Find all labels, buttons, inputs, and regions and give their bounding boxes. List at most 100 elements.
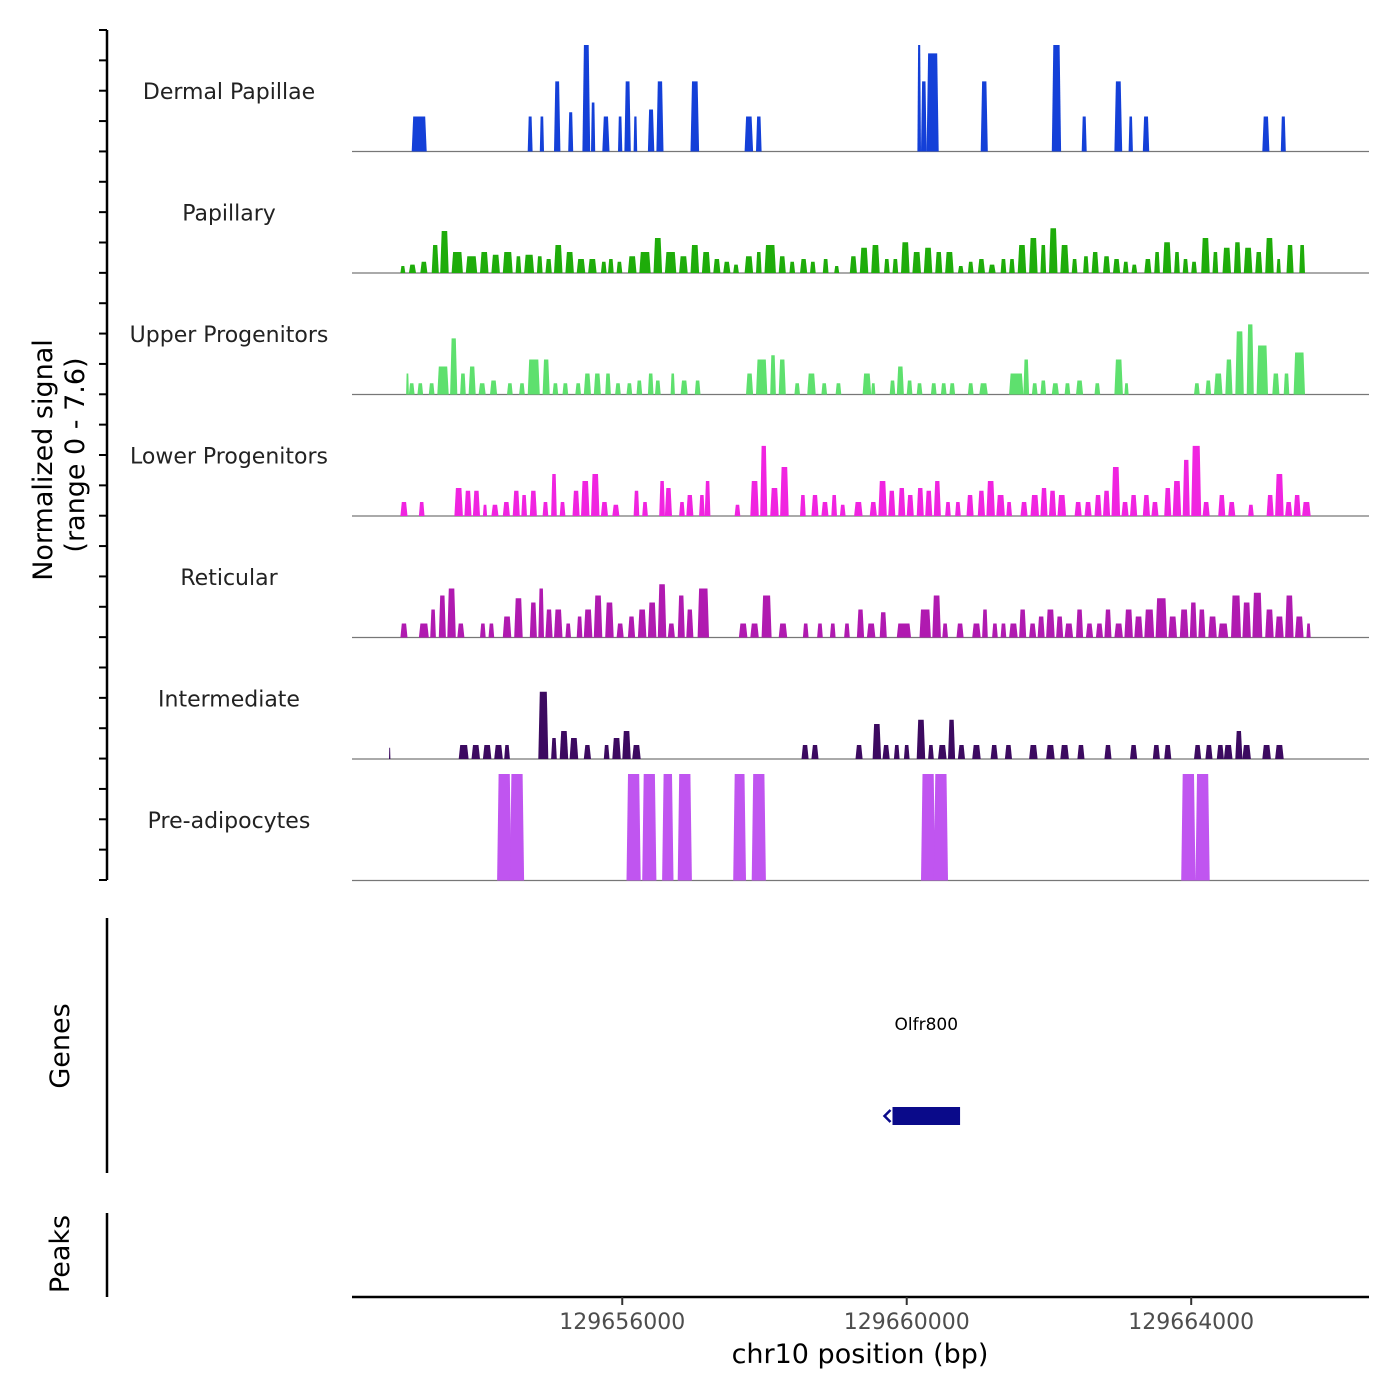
signal-peak [539,116,544,152]
signal-peak [761,595,772,638]
signal-peak [1154,252,1160,273]
signal-peak [502,502,510,516]
signal-peak [1266,495,1274,516]
signal-peak [1121,502,1129,516]
signal-peak [849,256,857,273]
signal-peak [1265,609,1274,638]
signal-peak [1023,359,1030,395]
signal-peak [834,266,840,273]
peaks-axis-title: Peaks [45,1215,76,1293]
signal-peak [1051,45,1062,152]
signal-peak [664,488,672,516]
signal-peak [928,745,934,759]
signal-peak [529,602,537,638]
signal-peak [938,745,947,759]
signal-peak [933,481,941,516]
signal-peak [507,383,513,395]
signal-peak [593,373,601,395]
signal-peak [821,383,828,395]
signal-peak [1299,245,1305,273]
signal-peak [583,373,591,395]
signal-peak [1233,242,1241,273]
gene-olfr800: Olfr800 [882,1015,961,1125]
signal-peak [713,259,721,273]
signal-peak [1037,616,1045,638]
signal-peak [1114,81,1123,152]
signal-peak [817,623,823,638]
signal-peak [615,383,621,395]
signal-peak [1091,252,1099,273]
signal-peak [430,609,436,638]
signal-peak [1218,495,1226,516]
signal-peak [972,623,981,638]
signal-peak [600,261,607,273]
signal-peak [639,252,651,273]
signal-peak [930,383,937,395]
signal-peak [458,745,469,759]
signal-peak [1071,259,1078,273]
signal-peak [400,266,406,273]
signal-peak [1131,264,1138,273]
signal-peak [1235,331,1244,395]
signal-peak [552,383,559,395]
signal-peak [770,355,776,395]
signal-peak [1085,623,1094,638]
signal-peak [1243,247,1253,273]
signal-peak [420,261,428,273]
signal-peak [468,366,476,395]
signal-peak [723,261,731,273]
signal-peak [919,609,931,638]
signal-peak [490,380,498,395]
signal-peak [1029,623,1037,638]
signal-peak [488,623,495,638]
signal-peak [591,474,600,516]
signal-peak [1049,228,1058,273]
signal-peak [1208,616,1217,638]
signal-peak [593,595,603,638]
signal-peak [1104,609,1112,638]
signal-peak [618,116,623,152]
signal-peak [686,609,694,638]
signal-peak [972,745,981,759]
signal-peak [545,259,552,273]
signal-peak [647,602,657,638]
signal-peak [990,745,998,759]
signal-peak [1168,616,1177,638]
signal-peak [451,252,463,273]
track-papillary: Papillary [182,201,1369,274]
signal-peak [605,373,611,395]
signal-peak [428,383,435,395]
signal-peak [1124,383,1129,395]
signal-peak [431,245,439,273]
signal-peak [565,623,571,638]
signal-peak [582,45,591,152]
signal-peak [514,598,523,638]
signal-peak [889,380,896,395]
signal-peak [988,264,996,273]
signal-peak [572,490,580,516]
signal-peak [538,588,544,638]
signal-peak [478,383,486,395]
signal-peak [750,623,759,638]
signal-peak [901,242,910,273]
signal-peak [656,81,664,152]
signal-peak [1285,502,1293,516]
signal-peak [896,366,904,395]
signal-peak [400,502,408,516]
signal-peak [504,745,510,759]
signal-peak [647,109,655,152]
signal-peak [482,504,488,516]
signal-peak [977,490,985,516]
signal-peak [839,504,846,516]
signal-peak [608,259,614,273]
signal-peak [1218,623,1229,638]
signal-peak [1179,609,1189,638]
signal-peak [1155,598,1167,638]
signal-peak [694,380,701,395]
signal-peak [831,495,837,516]
signal-peak [491,254,500,273]
signal-peak [1009,623,1018,638]
signal-peak [616,623,624,638]
signal-peak [1191,445,1202,516]
